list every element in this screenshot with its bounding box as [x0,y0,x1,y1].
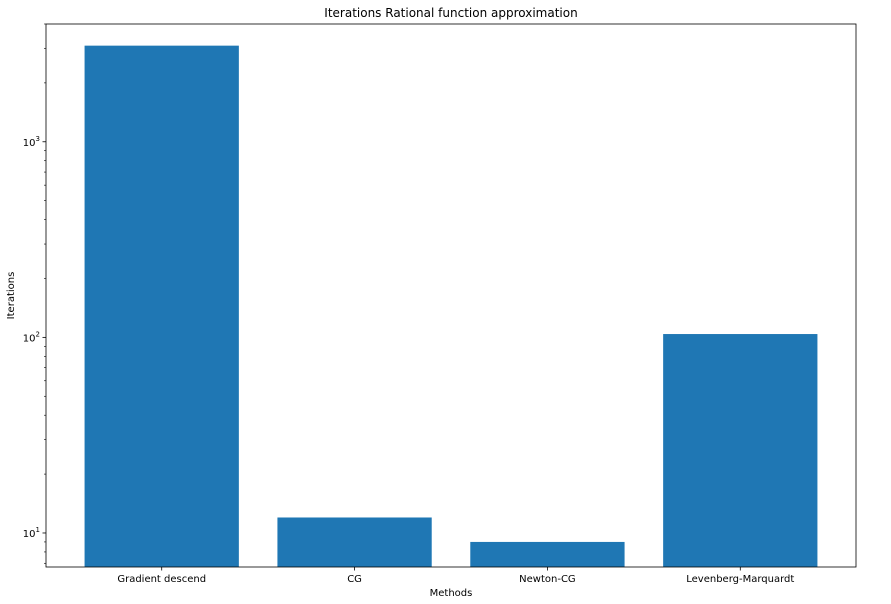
bar-levenberg-marquardt [663,334,818,567]
bar-gradient-descend [84,45,239,568]
bar-newton-cg [470,541,625,567]
chart-title: Iterations Rational function approximati… [324,6,577,20]
x-tick-label: Newton-CG [519,574,576,585]
x-tick-label: Levenberg-Marquardt [686,574,794,585]
x-ticks: Gradient descend CG Newton-CG Levenberg-Mar… [117,567,794,585]
bar-cg [277,517,432,567]
y-tick-label: 102 [23,330,40,344]
axes-layer [45,23,857,568]
x-tick-label: Gradient descend [117,574,206,585]
axes-frame [45,23,857,568]
y-tick-label: 101 [23,526,40,540]
y-ticks: 101 102 103 [23,23,46,564]
x-axis-label: Methods [430,588,473,599]
y-axis-label: Iterations [6,272,17,320]
y-tick-label: 103 [23,135,40,149]
x-tick-label: CG [347,574,362,585]
bars-layer [84,45,818,568]
